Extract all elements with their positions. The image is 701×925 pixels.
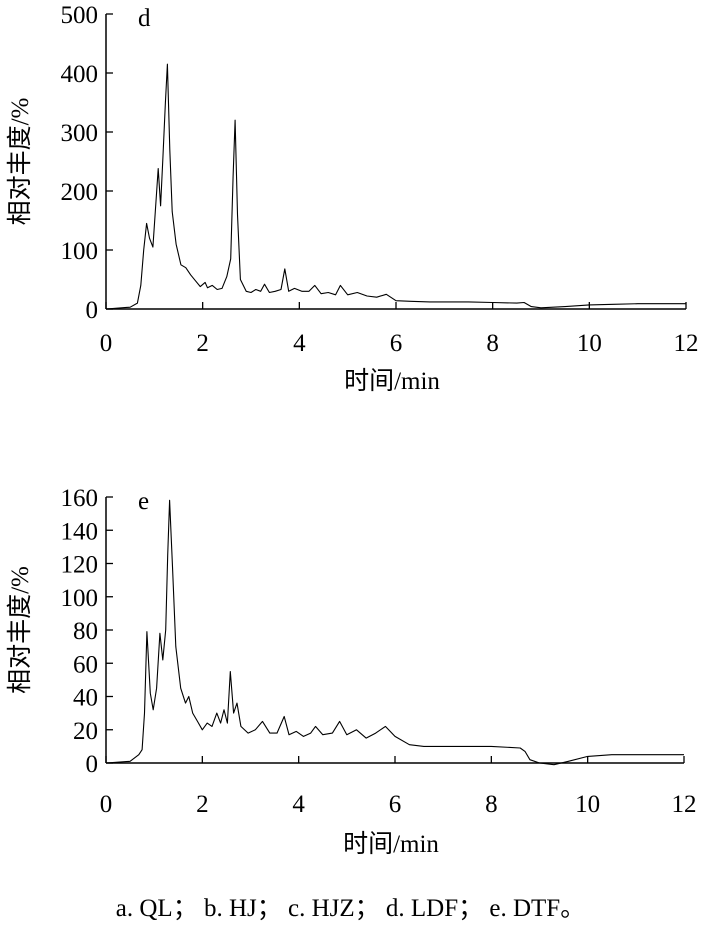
- panel-e-x-tick-label: 10: [575, 791, 600, 818]
- panel-e-label: e: [138, 488, 149, 515]
- panel-d-label: d: [138, 5, 151, 32]
- panel-e-y-tick-label: 20: [73, 718, 98, 745]
- panel-e-y-axis-title: 相对丰度/%: [6, 566, 34, 694]
- panel-e-x-tick-label: 6: [389, 791, 402, 818]
- panel-e-x-tick-label: 8: [485, 791, 498, 818]
- panel-e-y-tick-label: 140: [61, 518, 99, 545]
- panel-d-x-axis-title: 时间/min: [344, 367, 440, 395]
- panel-d-y-tick-label: 0: [86, 297, 99, 324]
- panel-e-y-tick-label: 80: [73, 618, 98, 645]
- panel-e-series-line: [105, 499, 684, 766]
- panel-d-y-axis-title: 相对丰度/%: [6, 98, 34, 226]
- panel-e-x-tick-label: 2: [196, 791, 209, 818]
- panel-e-y-tick-label: 100: [61, 585, 99, 612]
- panel-d-y-tick-label: 400: [61, 61, 99, 88]
- panel-d-y-tick-label: 200: [61, 179, 99, 206]
- panel-e-y-tick-label: 40: [73, 685, 98, 712]
- panel-d-y-tick-label: 500: [61, 2, 99, 29]
- panel-d-y-tick-label: 100: [61, 238, 99, 265]
- panel-e-x-tick-label: 12: [672, 791, 697, 818]
- panel-d-x-tick-label: 10: [577, 330, 602, 357]
- panel-d-x-tick-label: 8: [486, 330, 499, 357]
- panel-d-series-line: [105, 63, 686, 310]
- panel-d-x-tick-label: 2: [196, 330, 209, 357]
- panel-e-x-tick-label: 0: [100, 791, 113, 818]
- panel-d-x-tick-label: 6: [390, 330, 403, 357]
- panel-d-x-tick-label: 0: [100, 330, 113, 357]
- panel-e-y-tick-label: 160: [61, 485, 99, 512]
- panel-e-x-tick-label: 4: [292, 791, 305, 818]
- panel-e-y-tick-label: 60: [73, 651, 98, 678]
- panel-d-x-tick-label: 4: [293, 330, 306, 357]
- panel-d-x-tick-label: 12: [674, 330, 699, 357]
- panel-d-y-tick-label: 300: [61, 120, 99, 147]
- figure-caption: a. QL； b. HJ； c. HJZ； d. LDF； e. DTF。: [115, 895, 586, 922]
- panel-e-y-tick-label: 120: [61, 552, 99, 579]
- panel-e-y-tick-label: 0: [86, 751, 99, 778]
- panel-e-x-axis-title: 时间/min: [343, 830, 439, 858]
